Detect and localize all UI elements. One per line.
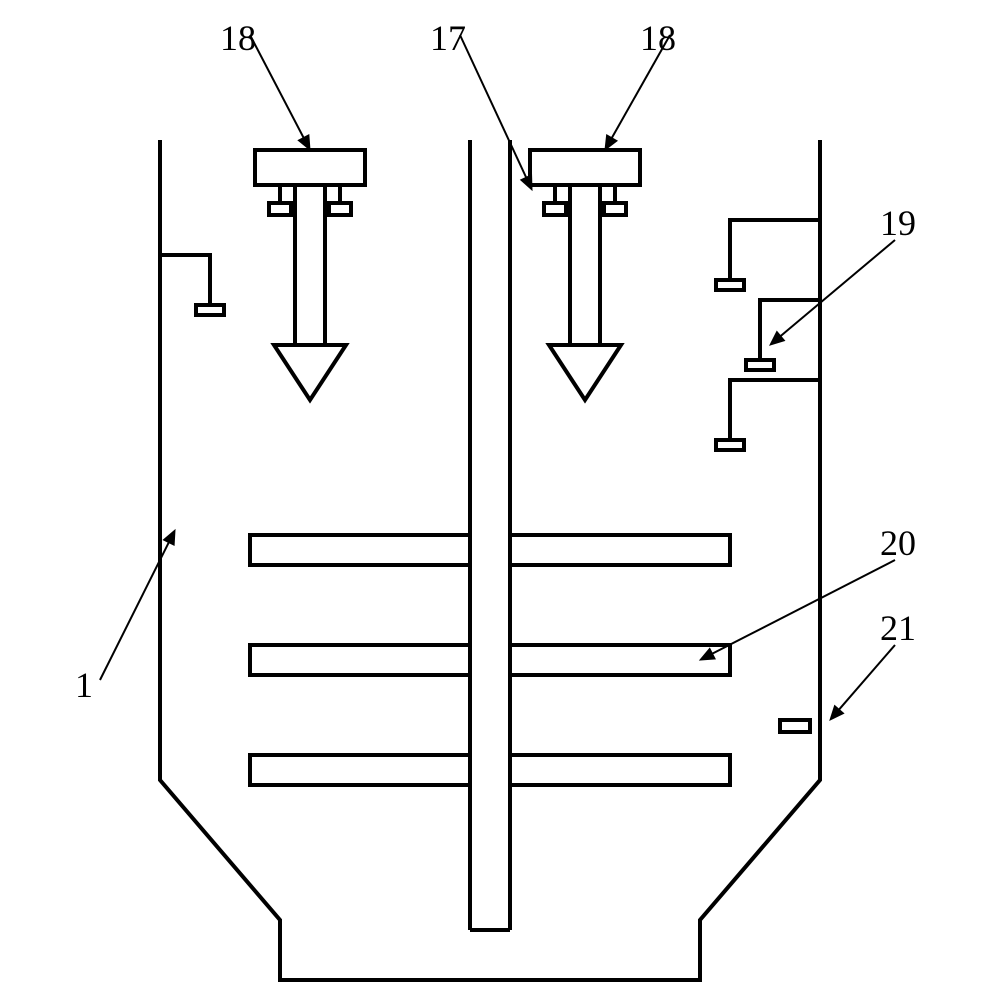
right-hanger-flange-1 <box>746 360 774 370</box>
spear-pad-r-0 <box>329 203 351 215</box>
mixer-bar-right-1 <box>510 645 730 675</box>
spear-shaft-1 <box>570 185 600 345</box>
callout-arrowhead-18 <box>298 135 310 150</box>
mixer-bar-right-0 <box>510 535 730 565</box>
callout-label-1: 1 <box>75 665 93 705</box>
right-hanger-1 <box>760 300 820 360</box>
mixer-bar-left-0 <box>250 535 470 565</box>
mixer-bar-right-2 <box>510 755 730 785</box>
callout-line-18 <box>250 35 304 139</box>
right-hanger-flange-2 <box>716 440 744 450</box>
vessel-outline <box>160 140 820 980</box>
callout-label-20: 20 <box>880 523 916 563</box>
spear-pad-r-1 <box>604 203 626 215</box>
callout-label-17: 17 <box>430 18 466 58</box>
spear-pad-l-0 <box>269 203 291 215</box>
callout-label-19: 19 <box>880 203 916 243</box>
callout-line-20 <box>711 560 895 655</box>
spear-tip-1 <box>549 345 621 400</box>
right-hanger-0 <box>730 220 820 280</box>
spear-head-1 <box>530 150 640 185</box>
spear-shaft-0 <box>295 185 325 345</box>
callout-label-18b: 18 <box>640 18 676 58</box>
callout-label-21: 21 <box>880 608 916 648</box>
left-hanger-flange <box>196 305 224 315</box>
callout-line-19 <box>779 240 895 337</box>
mixer-bar-left-1 <box>250 645 470 675</box>
spear-pad-l-1 <box>544 203 566 215</box>
callout-label-18: 18 <box>220 18 256 58</box>
spear-tip-0 <box>274 345 346 400</box>
callout-arrowhead-20 <box>700 648 715 660</box>
callout-arrowhead-1 <box>163 530 175 545</box>
wall-notch-21 <box>780 720 810 732</box>
callout-arrowhead-17 <box>521 175 532 190</box>
callout-arrowhead-18b <box>605 135 617 150</box>
right-hanger-2 <box>730 380 820 440</box>
left-hanger <box>160 255 210 305</box>
spear-head-0 <box>255 150 365 185</box>
mixer-bar-left-2 <box>250 755 470 785</box>
right-hanger-flange-0 <box>716 280 744 290</box>
callout-line-21 <box>838 645 895 711</box>
diagram-canvas: 18 17 18 19 20 21 1 <box>0 0 987 1000</box>
